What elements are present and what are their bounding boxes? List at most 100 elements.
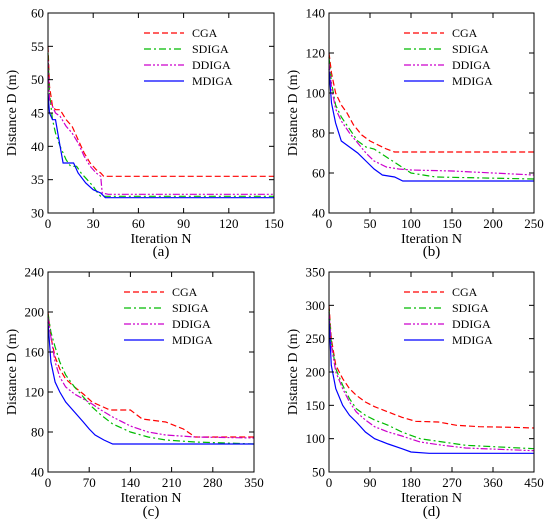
y-tick-label: 250 [306,331,326,346]
panel-caption: (b) [423,244,441,260]
y-tick-label: 40 [31,139,44,154]
legend-label-cga: CGA [172,285,198,299]
legend: CGA SDIGA DDIGA MDIGA [144,26,233,88]
x-tick-label: 70 [83,475,96,490]
x-axis-label: Iteration N [401,232,462,247]
series-line-cga [47,46,274,177]
legend-label-sdiga: SDIGA [172,301,209,315]
y-tick-label: 240 [25,265,45,280]
x-tick-label: 0 [45,216,52,231]
plot-frame [47,271,255,473]
x-tick-label: 120 [219,216,239,231]
x-tick-label: 180 [401,475,421,490]
x-tick-label: 250 [524,216,544,231]
y-axis-label: Distance D (m) [286,329,301,416]
series-line-mdiga [328,68,534,182]
plot-frame [47,12,275,214]
y-tick-label: 100 [306,86,326,101]
series-line-ddiga [47,316,255,439]
y-tick-label: 50 [31,72,44,87]
series-line-mdiga [47,321,254,445]
legend-label-sdiga: SDIGA [452,42,489,56]
legend-label-ddiga: DDIGA [452,58,491,72]
y-tick-label: 350 [306,265,326,280]
x-tick-label: 30 [87,216,100,231]
legend-label-mdiga: MDIGA [192,74,233,88]
x-tick-label: 100 [401,216,421,231]
y-tick-label: 45 [31,106,44,121]
y-axis-label: Distance D (m) [5,329,20,416]
y-tick-label: 60 [31,6,44,21]
x-axis-label: Iteration N [120,491,181,506]
series-line-cga [328,52,534,153]
x-tick-label: 350 [244,475,264,490]
legend-label-ddiga: DDIGA [192,58,231,72]
series-line-ddiga [47,59,274,195]
x-tick-label: 90 [177,216,190,231]
x-tick-label: 60 [132,216,145,231]
legend-label-mdiga: MDIGA [172,333,213,347]
x-tick-label: 0 [45,475,52,490]
series-line-sdiga [328,308,535,450]
legend: CGA SDIGA DDIGA MDIGA [404,285,493,347]
y-tick-label: 55 [31,39,44,54]
x-tick-label: 150 [264,216,284,231]
legend: CGA SDIGA DDIGA MDIGA [404,26,493,88]
y-tick-label: 160 [25,345,45,360]
series-line-ddiga [328,62,535,176]
y-tick-label: 200 [25,305,45,320]
x-tick-label: 90 [364,475,377,490]
series-line-cga [328,305,535,429]
y-tick-label: 120 [306,46,326,61]
x-axis-label: Iteration N [130,232,191,247]
plot-frame [328,271,535,473]
y-tick-label: 40 [31,465,44,480]
y-tick-label: 300 [306,298,326,313]
series-line-cga [47,311,254,438]
x-tick-label: 450 [524,475,544,490]
y-tick-label: 30 [31,206,44,221]
series-line-mdiga [47,92,274,199]
panel-caption: (d) [423,504,441,520]
panel-caption: (a) [153,244,170,260]
x-tick-label: 50 [364,216,377,231]
legend-label-mdiga: MDIGA [452,74,493,88]
legend-label-sdiga: SDIGA [192,42,229,56]
x-tick-label: 210 [162,475,182,490]
legend-label-cga: CGA [452,26,478,40]
y-axis-label: Distance D (m) [286,70,301,157]
y-tick-label: 40 [312,206,325,221]
y-tick-label: 80 [312,126,325,141]
y-tick-label: 200 [306,365,326,380]
chart-panel: 0 90 180 270 360 450 50 100 150 200 250 300 350 Itera… [286,265,544,521]
y-tick-label: 60 [312,166,325,181]
series-line-sdiga [47,52,274,197]
chart-panel: 0 70 140 210 280 350 40 80 120 160 200 240 Iteration… [5,265,264,521]
y-tick-label: 120 [25,385,45,400]
y-tick-label: 80 [31,425,44,440]
x-tick-label: 150 [442,216,462,231]
x-axis-label: Iteration N [401,491,462,506]
panel-caption: (c) [143,504,160,520]
y-tick-label: 35 [31,172,44,187]
legend-label-cga: CGA [452,285,478,299]
series-line-mdiga [328,318,534,454]
y-tick-label: 150 [306,398,326,413]
y-axis-label: Distance D (m) [5,70,20,157]
x-tick-label: 200 [483,216,503,231]
legend-label-ddiga: DDIGA [452,317,491,331]
x-tick-label: 140 [121,475,141,490]
series-line-ddiga [328,311,535,452]
plot-frame [328,12,535,214]
series-line-sdiga [328,56,535,180]
x-tick-label: 280 [203,475,223,490]
legend-label-sdiga: SDIGA [452,301,489,315]
x-tick-label: 270 [442,475,462,490]
chart-panel: 0 50 100 150 200 250 40 60 80 100 120 140 Iteration … [286,6,544,261]
y-tick-label: 100 [306,431,326,446]
y-tick-label: 50 [312,465,325,480]
y-tick-label: 140 [306,6,326,21]
legend-label-cga: CGA [192,26,218,40]
